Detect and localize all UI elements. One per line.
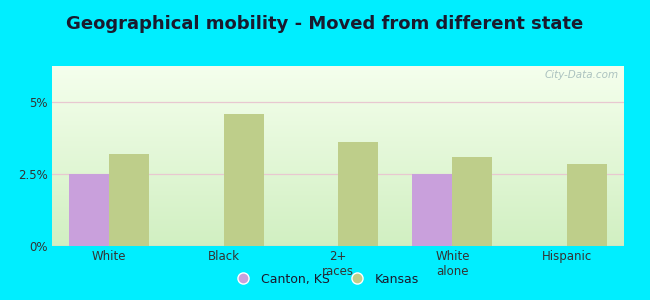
- Bar: [567, 164, 607, 246]
- Legend: Canton, KS, Kansas: Canton, KS, Kansas: [226, 268, 424, 291]
- Bar: [69, 174, 109, 246]
- Text: City-Data.com: City-Data.com: [544, 70, 618, 80]
- Bar: [452, 157, 493, 246]
- Bar: [224, 113, 264, 246]
- Bar: [412, 174, 452, 246]
- Bar: [109, 154, 150, 246]
- Bar: [338, 142, 378, 246]
- Text: Geographical mobility - Moved from different state: Geographical mobility - Moved from diffe…: [66, 15, 584, 33]
